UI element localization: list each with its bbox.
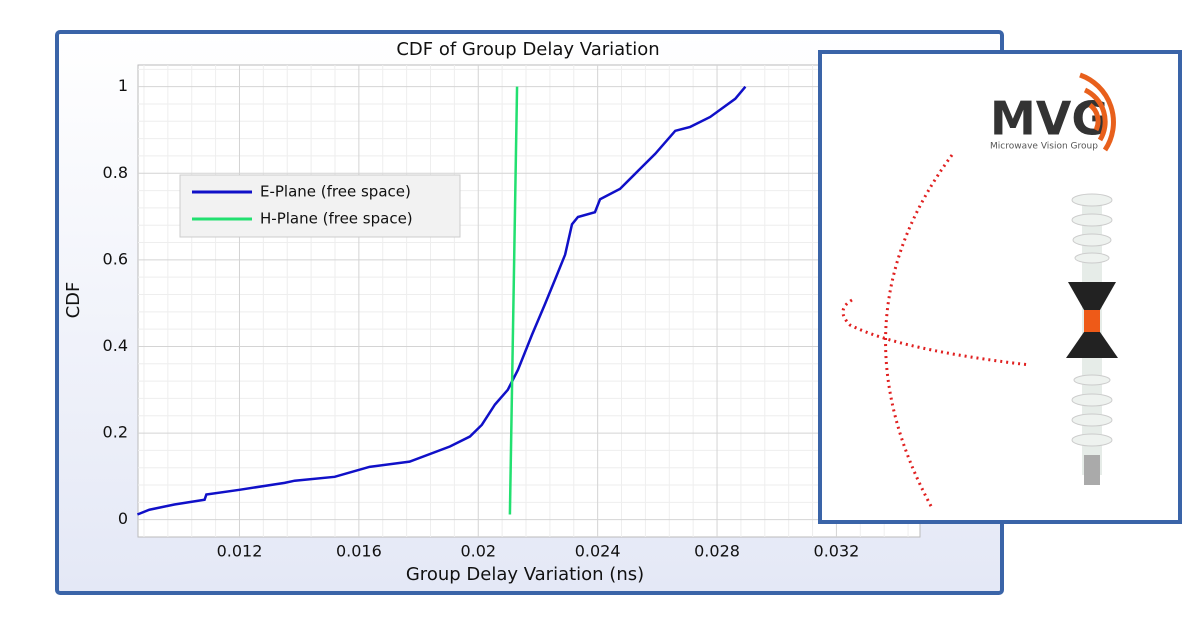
x-tick-label: 0.012 [217,542,263,561]
y-tick-label: 0 [118,509,128,528]
pattern-lobe [841,298,1031,367]
inset: MVG Microwave Vision Group [818,50,1182,524]
antenna [1066,193,1118,485]
inset-panel [818,50,1182,524]
y-tick-label: 0.4 [103,336,128,355]
x-tick-label: 0.028 [694,542,740,561]
legend-label: H-Plane (free space) [260,210,413,228]
logo-text: MVG [990,92,1109,146]
x-tick-label: 0.032 [814,542,860,561]
x-tick-label: 0.024 [575,542,621,561]
y-axis-label: CDF [63,282,84,319]
y-tick-label: 1 [118,76,128,95]
plot-area [137,64,921,538]
series-line [136,85,747,516]
x-tick-label: 0.016 [336,542,382,561]
y-tick-label: 0.2 [103,423,128,442]
y-tick-label: 0.8 [103,163,128,182]
x-tick-label: 0.02 [460,542,496,561]
plot [138,65,920,537]
x-axis-label: Group Delay Variation (ns) [406,564,644,585]
chart-title: CDF of Group Delay Variation [396,39,659,60]
logo-tagline: Microwave Vision Group [990,142,1098,152]
legend-label: E-Plane (free space) [260,183,411,201]
series-line [508,86,519,515]
logo-arcs [1079,72,1116,152]
y-tick-label: 0.6 [103,249,128,268]
legend [179,174,461,238]
